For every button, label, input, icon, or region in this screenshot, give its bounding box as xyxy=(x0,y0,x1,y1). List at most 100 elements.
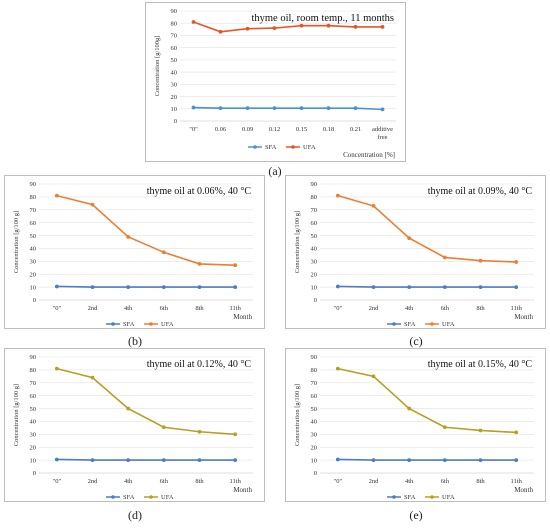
data-point-sfa xyxy=(191,105,196,110)
chart-title: thyme oil, room temp., 11 months xyxy=(251,13,394,24)
chart-svg: 0 10 20 30 40 50 60 70 80 90 Concentration [g/100 … xyxy=(294,181,534,328)
legend-marker-ufa xyxy=(149,322,153,326)
x-tick-label: 0.06 xyxy=(215,126,227,133)
legend-label-sfa: SFA xyxy=(265,144,277,151)
data-point-ufa xyxy=(233,432,238,437)
series-line-ufa xyxy=(56,194,236,266)
data-point-sfa xyxy=(161,458,166,463)
caption-e: (e) xyxy=(409,508,423,522)
x-tick-label: 0.18 xyxy=(323,126,334,133)
y-tick-label: 10 xyxy=(30,457,37,464)
data-point-sfa xyxy=(272,106,277,111)
legend-marker-sfa xyxy=(392,495,396,499)
data-point-ufa xyxy=(233,263,238,268)
x-tick-label: free xyxy=(377,134,387,141)
data-point-ufa xyxy=(126,406,131,411)
y-tick-label: 80 xyxy=(311,194,318,201)
data-point-ufa xyxy=(299,23,304,28)
data-point-sfa xyxy=(245,106,250,111)
y-tick-label: 40 xyxy=(311,419,318,426)
y-tick-label: 60 xyxy=(30,220,37,227)
data-point-ufa xyxy=(335,366,340,371)
data-point-sfa xyxy=(335,457,340,462)
data-point-sfa xyxy=(197,458,202,463)
y-axis-label: Concentration [g/100 g] xyxy=(294,384,301,446)
y-tick-label: 20 xyxy=(30,444,37,451)
y-tick-label: 30 xyxy=(171,82,178,89)
data-point-ufa xyxy=(245,26,250,31)
data-point-sfa xyxy=(478,285,483,290)
data-point-ufa xyxy=(54,193,59,198)
data-point-ufa xyxy=(380,24,385,29)
x-tick-label: 8th xyxy=(195,478,204,485)
legend-marker-ufa xyxy=(291,145,295,149)
chart-title: thyme oil at 0.15%, 40 °C xyxy=(428,359,533,370)
data-point-ufa xyxy=(218,29,223,34)
x-axis-label: Concentration [%] xyxy=(343,151,395,159)
legend-marker-sfa xyxy=(111,495,115,499)
data-point-ufa xyxy=(54,366,59,371)
data-point-sfa xyxy=(299,106,304,111)
y-tick-label: 60 xyxy=(311,220,318,227)
legend-marker-ufa xyxy=(430,495,434,499)
y-tick-label: 20 xyxy=(311,271,318,278)
x-tick-label: 8th xyxy=(476,305,485,312)
x-tick-label: 2nd xyxy=(88,305,99,312)
y-tick-label: 90 xyxy=(30,354,37,361)
chart-panel-e: 0 10 20 30 40 50 60 70 80 90 Concentration [g/100 … xyxy=(285,348,546,502)
y-tick-label: 10 xyxy=(311,457,318,464)
chart-svg: 0 10 20 30 40 50 60 70 80 90 Concentration [g/100g… xyxy=(154,8,396,159)
x-tick-label: 6th xyxy=(160,478,169,485)
y-tick-label: 60 xyxy=(30,393,37,400)
y-tick-label: 50 xyxy=(171,57,178,64)
data-point-sfa xyxy=(233,458,238,463)
x-tick-label: 11th xyxy=(230,478,242,485)
legend-marker-sfa xyxy=(253,145,257,149)
y-tick-label: 60 xyxy=(311,393,318,400)
y-axis-label: Concentration [g/100g] xyxy=(154,36,161,97)
y-tick-label: 60 xyxy=(171,45,178,52)
data-point-sfa xyxy=(126,285,131,290)
data-point-ufa xyxy=(197,429,202,434)
y-tick-label: 40 xyxy=(30,419,37,426)
caption-d: (d) xyxy=(128,508,142,522)
y-tick-label: 30 xyxy=(30,432,37,439)
data-point-sfa xyxy=(161,285,166,290)
data-point-sfa xyxy=(54,284,59,289)
x-tick-label: 4th xyxy=(124,305,133,312)
y-tick-label: 80 xyxy=(30,194,37,201)
y-tick-label: 90 xyxy=(171,8,178,15)
data-point-sfa xyxy=(478,458,483,463)
data-point-ufa xyxy=(442,425,447,430)
y-tick-label: 0 xyxy=(314,470,317,477)
y-tick-label: 0 xyxy=(174,118,177,125)
chart-panel-b: 0 10 20 30 40 50 60 70 80 90 Concentration [g/100 … xyxy=(4,175,265,329)
series-line-sfa xyxy=(193,106,383,111)
data-point-sfa xyxy=(90,458,95,463)
x-tick-label: 11th xyxy=(230,305,242,312)
data-point-sfa xyxy=(407,285,412,290)
chart-panel-a: 0 10 20 30 40 50 60 70 80 90 Concentration [g/100g… xyxy=(145,2,406,162)
data-point-sfa xyxy=(514,458,519,463)
y-tick-label: 40 xyxy=(171,69,178,76)
y-tick-label: 30 xyxy=(311,259,318,266)
data-point-sfa xyxy=(353,106,358,111)
data-point-ufa xyxy=(407,236,412,241)
x-tick-label: 6th xyxy=(160,305,169,312)
data-point-sfa xyxy=(442,285,447,290)
x-tick-label: 2nd xyxy=(369,305,380,312)
data-point-sfa xyxy=(326,106,331,111)
data-point-ufa xyxy=(335,193,340,198)
y-tick-label: 50 xyxy=(311,233,318,240)
y-tick-label: 20 xyxy=(171,94,178,101)
data-point-sfa xyxy=(90,285,95,290)
legend-label-sfa: SFA xyxy=(404,494,416,501)
data-point-sfa xyxy=(218,106,223,111)
chart-title: thyme oil at 0.09%, 40 °C xyxy=(428,186,533,197)
y-axis-label: Concentration [g/100 g] xyxy=(294,211,301,273)
x-axis-label: Month xyxy=(514,313,533,321)
data-point-sfa xyxy=(233,285,238,290)
x-tick-label: 0.21 xyxy=(350,126,361,133)
data-point-ufa xyxy=(90,202,95,207)
series-line-sfa xyxy=(337,458,517,461)
